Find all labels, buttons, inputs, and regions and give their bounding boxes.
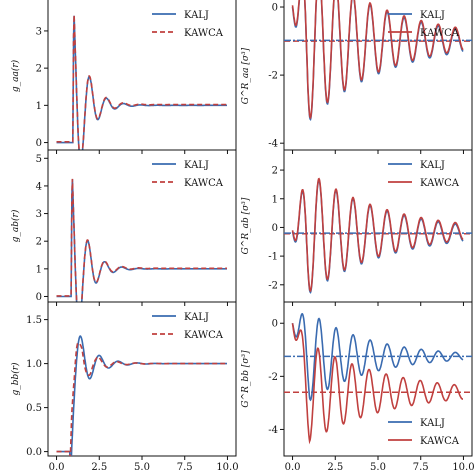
y-axis-label: G^R_aa [σ³] [241,47,251,104]
axes-frame [47,301,237,457]
legend-label-kawca: KAWCA [420,436,460,447]
series-line-kawca [56,178,227,302]
y-tick-label: 0.5 [26,403,42,414]
y-tick-label: 1.5 [26,315,42,326]
panel-G_aa: -4 -2 0 G^R_aa [σ³] KALJ KAWCA [241,0,473,154]
x-tick-label: 5.0 [370,462,386,473]
legend-label-kalj: KALJ [184,312,209,323]
y-tick-label: 4 [36,181,42,192]
panel-g_aa: 0 1 2 3 g_aa(r) KALJ KAWCA [10,0,237,154]
y-tick-label: 5 [36,154,42,165]
panel-g_bb: 0.0 0.5 1.0 1.5 0.0 2.5 5.0 7.5 10.0 g_bb(r) KALJ K… [10,301,239,473]
legend-label-kawca: KAWCA [420,178,460,189]
panel-G_ab: -2 -1 0 1 2 G^R_ab [σ³] KALJ KAWCA [241,149,473,306]
series-line-kawca [56,14,227,150]
y-tick-label: 3 [36,26,42,37]
y-axis-label: G^R_bb [σ³] [241,350,251,408]
y-tick-label: 1 [36,101,42,112]
y-axis-label: g_bb(r) [10,362,21,396]
legend-label-kawca: KAWCA [184,330,224,341]
y-axis-label: g_aa(r) [10,59,21,92]
y-tick-label: 0 [36,292,42,303]
x-tick-label: 5.0 [134,462,150,473]
series-line-kalj [291,179,464,294]
y-tick-label: 0 [272,319,278,330]
legend-label-kalj: KALJ [420,418,445,429]
axes-frame [283,0,473,151]
y-tick-label: 1.0 [26,359,42,370]
y-tick-label: -4 [268,425,278,436]
y-tick-label: 0 [272,223,278,234]
x-tick-label: 10.0 [216,462,238,473]
legend-label-kalj: KALJ [420,10,445,21]
axes-frame [283,301,473,457]
y-tick-label: -4 [268,139,278,150]
y-tick-label: -2 [268,372,278,383]
legend-label-kalj: KALJ [420,160,445,171]
y-tick-label: 2 [36,237,42,248]
legend-label-kalj: KALJ [184,160,209,171]
y-tick-label: 3 [36,209,42,220]
y-tick-label: 1 [36,264,42,275]
y-axis-label: G^R_ab [σ³] [241,197,251,254]
y-tick-label: 1 [272,194,278,205]
x-tick-label: 2.5 [91,462,107,473]
series-line-kalj [56,335,227,456]
panel-G_bb: -4 -2 0 0.0 2.5 5.0 7.5 10.0 G^R_bb [σ³] KALJ KAWC… [241,301,474,473]
y-tick-label: -2 [268,71,278,82]
y-axis-label: g_ab(r) [10,209,21,242]
x-tick-label: 7.5 [413,462,429,473]
series-line-kawca [291,0,464,120]
series-line-kawca [291,323,463,445]
series-line-kawca [291,177,464,293]
legend-label-kalj: KALJ [184,10,209,21]
x-tick-label: 10.0 [452,462,474,473]
y-tick-label: 2 [272,166,278,177]
x-tick-label: 7.5 [177,462,193,473]
legend-label-kawca: KAWCA [420,28,460,39]
y-tick-label: 0 [36,138,42,149]
x-tick-label: 2.5 [327,462,343,473]
x-tick-label: 0.0 [285,462,301,473]
y-tick-label: 0 [272,3,278,14]
legend-label-kawca: KAWCA [184,28,224,39]
y-tick-label: 0.0 [26,447,42,458]
series-line-kawca [56,342,227,456]
y-tick-label: 2 [36,64,42,75]
legend-label-kawca: KAWCA [184,178,224,189]
x-tick-label: 0.0 [49,462,65,473]
y-tick-label: -2 [268,280,278,291]
y-tick-label: -1 [268,252,278,263]
series-line-kalj [291,312,464,402]
panel-g_ab: 0 1 2 3 4 5 g_ab(r) KALJ KAWCA [10,149,237,306]
